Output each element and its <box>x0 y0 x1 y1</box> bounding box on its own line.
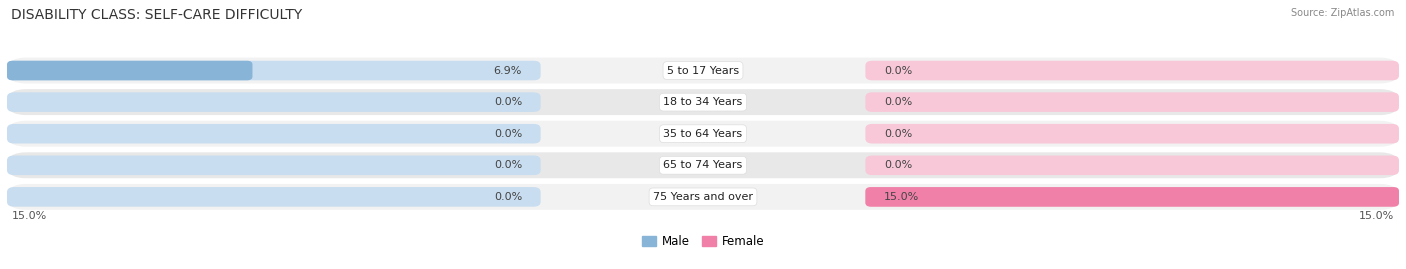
Text: 0.0%: 0.0% <box>494 97 522 107</box>
FancyBboxPatch shape <box>866 61 1399 80</box>
FancyBboxPatch shape <box>7 89 1399 115</box>
FancyBboxPatch shape <box>866 187 1399 207</box>
Text: 65 to 74 Years: 65 to 74 Years <box>664 160 742 170</box>
FancyBboxPatch shape <box>866 92 1399 112</box>
Text: 18 to 34 Years: 18 to 34 Years <box>664 97 742 107</box>
Text: 75 Years and over: 75 Years and over <box>652 192 754 202</box>
Text: 15.0%: 15.0% <box>11 211 46 221</box>
Legend: Male, Female: Male, Female <box>637 230 769 253</box>
Text: 35 to 64 Years: 35 to 64 Years <box>664 129 742 139</box>
FancyBboxPatch shape <box>7 61 540 80</box>
Text: 5 to 17 Years: 5 to 17 Years <box>666 66 740 76</box>
Text: 15.0%: 15.0% <box>1360 211 1395 221</box>
FancyBboxPatch shape <box>866 155 1399 175</box>
Text: 0.0%: 0.0% <box>494 160 522 170</box>
FancyBboxPatch shape <box>7 121 1399 147</box>
Text: 0.0%: 0.0% <box>884 160 912 170</box>
FancyBboxPatch shape <box>866 124 1399 143</box>
FancyBboxPatch shape <box>7 92 540 112</box>
FancyBboxPatch shape <box>7 58 1399 83</box>
FancyBboxPatch shape <box>7 61 253 80</box>
Text: 0.0%: 0.0% <box>494 129 522 139</box>
FancyBboxPatch shape <box>866 187 1399 207</box>
FancyBboxPatch shape <box>7 155 540 175</box>
FancyBboxPatch shape <box>7 187 540 207</box>
Text: DISABILITY CLASS: SELF-CARE DIFFICULTY: DISABILITY CLASS: SELF-CARE DIFFICULTY <box>11 8 302 22</box>
Text: 0.0%: 0.0% <box>884 129 912 139</box>
Text: 6.9%: 6.9% <box>494 66 522 76</box>
Text: 0.0%: 0.0% <box>884 66 912 76</box>
FancyBboxPatch shape <box>7 152 1399 178</box>
Text: 0.0%: 0.0% <box>884 97 912 107</box>
Text: 0.0%: 0.0% <box>494 192 522 202</box>
FancyBboxPatch shape <box>7 124 540 143</box>
Text: 15.0%: 15.0% <box>884 192 920 202</box>
Text: Source: ZipAtlas.com: Source: ZipAtlas.com <box>1291 8 1395 18</box>
FancyBboxPatch shape <box>7 184 1399 210</box>
